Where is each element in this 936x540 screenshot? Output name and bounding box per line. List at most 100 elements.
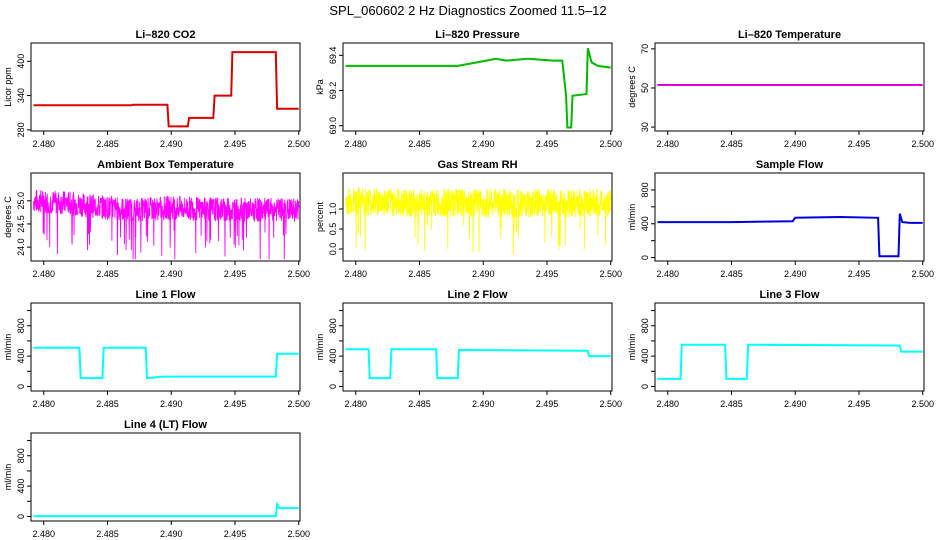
plot-frame <box>30 42 301 132</box>
x-tick-label: 2.500 <box>911 399 934 409</box>
y-tick-label: 70 <box>640 44 650 54</box>
chart-panel: Line 3 Flow 2.480 2.485 2.490 2.495 2.500 0 400… <box>627 289 934 409</box>
y-tick-label: 400 <box>328 349 338 364</box>
chart-title: Gas Stream RH <box>437 159 517 171</box>
x-tick-label: 2.480 <box>656 139 679 149</box>
x-tick-label: 2.480 <box>344 269 367 279</box>
chart-title: Li–820 Pressure <box>435 29 519 41</box>
y-tick-label: 0 <box>640 255 650 260</box>
x-tick-label: 2.495 <box>224 399 247 409</box>
x-tick-label: 2.485 <box>720 269 743 279</box>
y-tick-label: 400 <box>640 349 650 364</box>
chart-panel: Line 1 Flow 2.480 2.485 2.490 2.495 2.500 0 400… <box>3 289 310 409</box>
x-tick-label: 2.480 <box>32 139 55 149</box>
chart-panel: Li–820 CO2 2.480 2.485 2.490 2.495 2.500 280 34… <box>3 29 310 149</box>
y-tick-label: 800 <box>640 318 650 333</box>
x-tick-label: 2.480 <box>32 399 55 409</box>
x-tick-label: 2.500 <box>287 269 310 279</box>
y-tick-label: 0 <box>16 384 26 389</box>
y-tick-label: 0 <box>16 514 26 519</box>
plot-frame <box>30 302 301 392</box>
x-tick-label: 2.485 <box>96 529 119 539</box>
series-line <box>33 189 300 260</box>
x-tick-label: 2.500 <box>287 529 310 539</box>
plot-frame <box>30 432 301 522</box>
y-tick-label: 25.0 <box>16 192 26 210</box>
x-tick-label: 2.490 <box>784 399 807 409</box>
y-tick-label: 280 <box>16 122 26 137</box>
chart-title: Line 3 Flow <box>760 289 820 301</box>
plot-frame <box>654 172 925 262</box>
x-tick-label: 2.480 <box>32 529 55 539</box>
y-tick-label: 400 <box>16 349 26 364</box>
y-axis-label: kPa <box>315 79 325 95</box>
x-tick-label: 2.485 <box>408 139 431 149</box>
y-axis-label: ml/min <box>3 464 13 491</box>
plot-frame <box>342 302 613 392</box>
x-tick-label: 2.495 <box>224 529 247 539</box>
x-tick-label: 2.495 <box>536 399 559 409</box>
chart-panel: Gas Stream RH 2.480 2.485 2.490 2.495 2.500 0.… <box>315 159 622 279</box>
y-tick-label: 69.4 <box>328 47 338 65</box>
x-tick-label: 2.495 <box>536 269 559 279</box>
x-tick-label: 2.490 <box>160 399 183 409</box>
x-tick-label: 2.495 <box>224 269 247 279</box>
chart-panel: Line 2 Flow 2.480 2.485 2.490 2.495 2.500 0 400… <box>315 289 622 409</box>
y-tick-label: 400 <box>16 54 26 69</box>
series-line <box>657 343 923 380</box>
plot-frame <box>654 42 925 132</box>
y-tick-label: 800 <box>16 448 26 463</box>
plot-frame <box>342 172 613 262</box>
series-line <box>345 187 612 255</box>
figure-title: SPL_060602 2 Hz Diagnostics Zoomed 11.5–… <box>329 3 606 18</box>
y-tick-label: 400 <box>640 216 650 231</box>
y-tick-label: 400 <box>16 479 26 494</box>
y-tick-label: 69.2 <box>328 82 338 100</box>
chart-title: Line 4 (LT) Flow <box>124 419 207 431</box>
y-tick-label: 0 <box>328 384 338 389</box>
y-axis-label: Licor ppm <box>3 67 13 107</box>
y-tick-label: 0.5 <box>328 223 338 236</box>
x-tick-label: 2.480 <box>344 399 367 409</box>
x-tick-label: 2.485 <box>408 399 431 409</box>
y-tick-label: 24.5 <box>16 215 26 233</box>
y-tick-label: 800 <box>328 318 338 333</box>
x-tick-label: 2.480 <box>656 399 679 409</box>
y-axis-label: ml/min <box>627 334 637 361</box>
x-tick-label: 2.500 <box>911 139 934 149</box>
series-line <box>657 213 923 258</box>
y-axis-label: ml/min <box>627 204 637 231</box>
chart-title: Li–820 CO2 <box>136 29 196 41</box>
y-axis-label: percent <box>315 201 325 232</box>
x-tick-label: 2.490 <box>472 269 495 279</box>
y-tick-label: 1.0 <box>328 203 338 216</box>
x-tick-label: 2.485 <box>720 399 743 409</box>
chart-panel: Line 4 (LT) Flow 2.480 2.485 2.490 2.495 2.50… <box>3 419 310 539</box>
x-tick-label: 2.495 <box>536 139 559 149</box>
x-tick-label: 2.490 <box>472 399 495 409</box>
x-tick-label: 2.490 <box>472 139 495 149</box>
x-tick-label: 2.495 <box>224 139 247 149</box>
y-axis-label: ml/min <box>315 334 325 361</box>
x-tick-label: 2.500 <box>599 399 622 409</box>
x-tick-label: 2.500 <box>599 139 622 149</box>
y-tick-label: 24.0 <box>16 238 26 256</box>
series-line <box>33 501 299 518</box>
plot-frame <box>654 302 925 392</box>
series-line <box>33 51 299 128</box>
y-tick-label: 69.0 <box>328 117 338 135</box>
series-line <box>345 48 611 129</box>
y-axis-label: degrees C <box>627 66 637 108</box>
chart-title: Line 1 Flow <box>136 289 196 301</box>
x-tick-label: 2.485 <box>96 269 119 279</box>
x-tick-label: 2.495 <box>848 399 871 409</box>
series-line <box>345 348 611 380</box>
x-tick-label: 2.490 <box>784 139 807 149</box>
chart-title: Line 2 Flow <box>448 289 508 301</box>
x-tick-label: 2.480 <box>32 269 55 279</box>
panels: Li–820 CO2 2.480 2.485 2.490 2.495 2.500 280 34… <box>3 29 934 539</box>
y-tick-label: 0 <box>640 384 650 389</box>
chart-panel: Li–820 Temperature 2.480 2.485 2.490 2.495 2.… <box>627 29 934 149</box>
plot-frame <box>342 42 613 132</box>
